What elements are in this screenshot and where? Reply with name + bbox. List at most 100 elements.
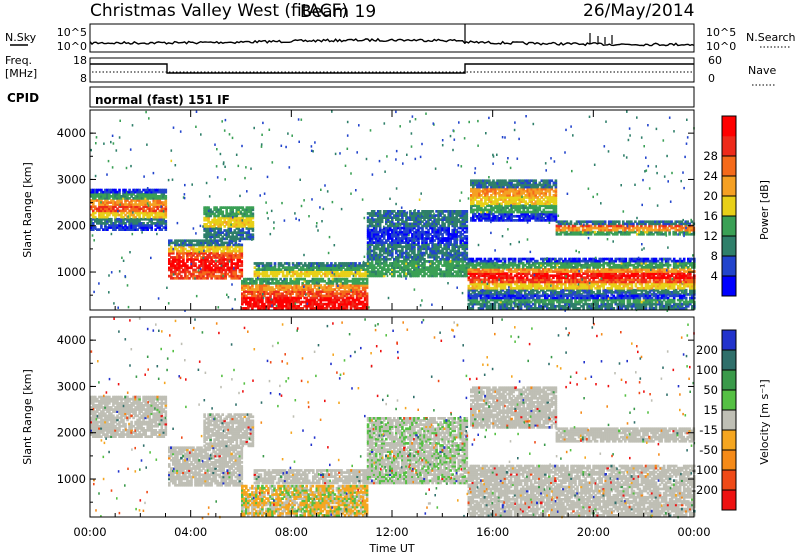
heatmap-cell <box>180 251 183 255</box>
heatmap-cell <box>409 247 412 251</box>
heatmap-cell <box>409 214 412 217</box>
heatmap-cell <box>355 304 359 308</box>
heatmap-cell <box>423 212 426 215</box>
heatmap-cell <box>567 232 571 236</box>
heatmap-cell <box>311 292 315 296</box>
heatmap-cell <box>299 288 302 291</box>
heatmap-cell <box>451 212 454 215</box>
heatmap-cell <box>338 264 341 267</box>
heatmap-cell <box>401 251 404 255</box>
heatmap-cell <box>455 253 458 257</box>
heatmap-cell <box>160 215 164 219</box>
heatmap-cell <box>646 228 649 232</box>
heatmap-cell <box>463 253 467 257</box>
heatmap-cell <box>451 237 454 240</box>
heatmap-cell <box>226 268 229 272</box>
heatmap-cell <box>411 237 414 240</box>
heatmap-cell <box>417 214 420 217</box>
heatmap-cell <box>126 195 129 198</box>
heatmap-cell <box>315 300 319 304</box>
heatmap-cell <box>427 216 430 219</box>
heatmap-cell <box>370 216 374 219</box>
heatmap-cell <box>238 274 242 278</box>
heatmap-cell <box>382 212 386 215</box>
heatmap-cell <box>662 226 665 230</box>
heatmap-cell <box>355 298 359 302</box>
heatmap-cell <box>210 256 213 259</box>
heatmap-cell <box>182 249 185 253</box>
heatmap-cell <box>156 195 159 198</box>
heatmap-cell <box>634 230 637 234</box>
heatmap-cell <box>399 218 402 221</box>
heatmap-cell <box>516 204 519 208</box>
heatmap-cell <box>451 260 454 263</box>
heatmap-cell <box>453 212 456 215</box>
heatmap-cell <box>206 247 209 251</box>
heatmap-cell <box>395 243 398 246</box>
heatmap-cell <box>345 300 349 304</box>
heatmap-cell <box>299 286 302 289</box>
heatmap-cell <box>447 220 450 224</box>
heatmap-cell <box>285 307 288 310</box>
heatmap-cell <box>295 307 298 310</box>
heatmap-cell <box>437 268 440 271</box>
heatmap-cell <box>435 222 438 226</box>
heatmap-cell <box>265 290 268 293</box>
heatmap-cell <box>315 292 319 296</box>
heatmap-cell <box>447 270 450 274</box>
heatmap-cell <box>640 222 643 226</box>
heatmap-cell <box>374 260 378 263</box>
heatmap-cell <box>397 222 400 226</box>
heatmap-cell <box>184 270 187 274</box>
heatmap-cell <box>122 195 125 198</box>
heatmap-cell <box>186 274 189 278</box>
heatmap-cell <box>265 266 269 269</box>
heatmap-cell <box>382 268 386 271</box>
heatmap-cell <box>363 290 367 293</box>
heatmap-cell <box>285 274 289 278</box>
heatmap-cell <box>287 268 291 271</box>
heatmap-cell <box>212 256 215 259</box>
heatmap-cell <box>340 270 343 274</box>
heatmap-cell <box>128 224 131 227</box>
heatmap-cell <box>319 290 323 293</box>
heatmap-cell <box>275 300 278 304</box>
heatmap-cell <box>94 190 97 194</box>
heatmap-cell <box>421 232 424 236</box>
heatmap-cell <box>536 200 540 203</box>
heatmap-cell <box>337 284 341 287</box>
heatmap-cell <box>382 237 386 240</box>
heatmap-cell <box>204 270 207 274</box>
heatmap-cell <box>370 230 374 234</box>
heatmap-cell <box>350 264 353 267</box>
heatmap-cell <box>217 220 220 224</box>
heatmap-cell <box>238 258 242 261</box>
heatmap-cell <box>239 218 243 222</box>
heatmap-cell <box>554 187 558 191</box>
heatmap-cell <box>561 220 565 224</box>
heatmap-cell <box>299 290 302 293</box>
heatmap-cell <box>281 292 284 296</box>
heatmap-cell <box>144 213 147 217</box>
heatmap-cell <box>504 181 507 185</box>
heatmap-cell <box>318 262 321 265</box>
heatmap-cell <box>528 189 531 193</box>
heatmap-cell <box>316 266 319 269</box>
heatmap-cell <box>559 224 563 228</box>
heatmap-cell <box>279 307 282 310</box>
heatmap-cell <box>405 272 408 276</box>
heatmap-cell <box>217 235 220 239</box>
heatmap-cell <box>226 260 229 263</box>
heatmap-cell <box>291 292 294 296</box>
heatmap-cell <box>344 268 347 271</box>
heatmap-cell <box>279 282 282 285</box>
heatmap-cell <box>516 208 519 212</box>
heatmap-cell <box>287 286 290 289</box>
heatmap-cell <box>190 245 193 249</box>
heatmap-cell <box>222 262 225 265</box>
heatmap-cell <box>359 290 363 293</box>
heatmap-cell <box>397 232 400 236</box>
heatmap-cell <box>510 183 513 187</box>
heatmap-cell <box>423 241 426 244</box>
heatmap-cell <box>465 245 469 249</box>
